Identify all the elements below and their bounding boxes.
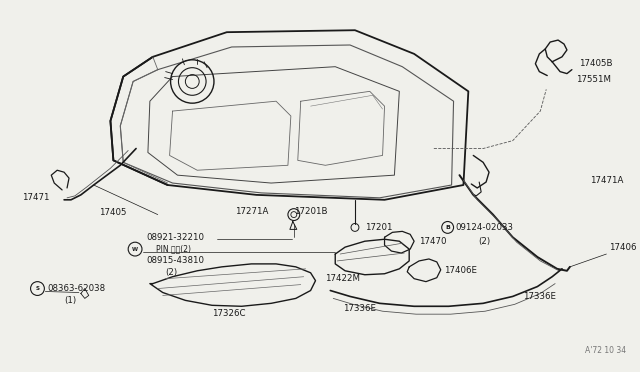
Text: 17551M: 17551M [576, 75, 611, 84]
Text: W: W [132, 247, 138, 251]
Text: 09124-02033: 09124-02033 [456, 223, 513, 232]
Text: 17471: 17471 [22, 193, 49, 202]
Text: 08921-32210: 08921-32210 [146, 233, 204, 242]
Text: 17406E: 17406E [444, 266, 477, 275]
Text: 17201B: 17201B [294, 207, 327, 216]
Text: 08915-43810: 08915-43810 [146, 256, 204, 266]
Text: B: B [445, 225, 450, 230]
Text: 17271A: 17271A [235, 207, 268, 216]
Text: 17336E: 17336E [523, 292, 556, 301]
Text: 17405: 17405 [99, 208, 126, 217]
Text: A'72 10 34: A'72 10 34 [585, 346, 626, 355]
Text: 17405B: 17405B [579, 59, 612, 68]
Text: (1): (1) [64, 296, 76, 305]
Text: S: S [35, 286, 40, 291]
Text: 17471A: 17471A [589, 176, 623, 185]
Text: PIN ピン(2): PIN ピン(2) [156, 245, 191, 254]
Text: 17326C: 17326C [212, 309, 246, 318]
Text: 08363-62038: 08363-62038 [47, 284, 106, 293]
Text: 17201: 17201 [365, 223, 392, 232]
Text: 17422M: 17422M [325, 274, 360, 283]
Text: 17336E: 17336E [343, 304, 376, 313]
Text: (2): (2) [478, 237, 490, 246]
Text: (2): (2) [166, 268, 178, 277]
Text: 17470: 17470 [419, 237, 447, 246]
Text: 17406: 17406 [609, 243, 637, 251]
